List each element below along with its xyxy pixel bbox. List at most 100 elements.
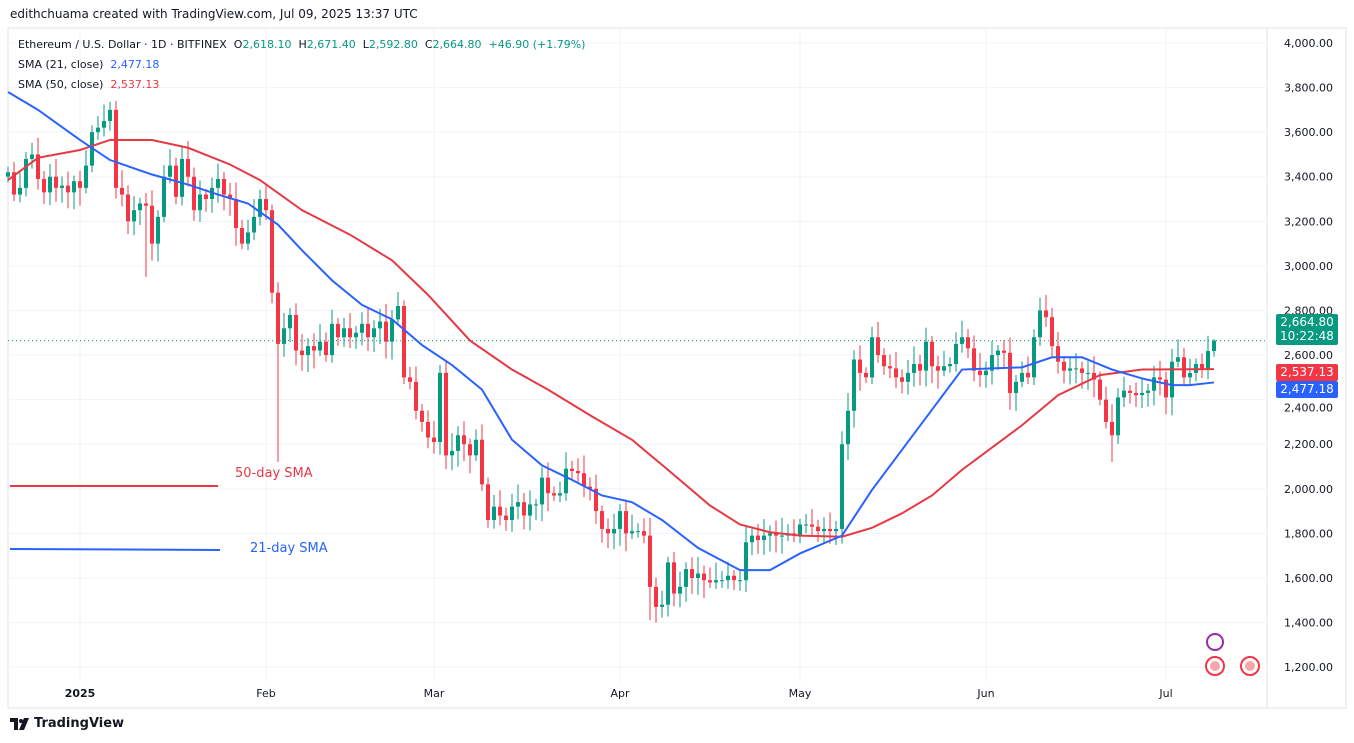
candle-body xyxy=(582,473,586,487)
candle xyxy=(774,520,778,553)
candle-body xyxy=(1182,357,1186,378)
candle xyxy=(546,462,550,512)
candle xyxy=(828,512,832,544)
sma21-price-tag: 2,477.18 xyxy=(1276,381,1338,398)
candle-body xyxy=(546,477,550,494)
candle-body xyxy=(102,121,106,128)
candle xyxy=(306,338,310,372)
candle-body xyxy=(918,363,922,371)
y-tick-label: 3,400.00 xyxy=(1284,171,1333,184)
candle-body xyxy=(606,528,610,534)
candle xyxy=(354,325,358,349)
candle-body xyxy=(540,477,544,505)
candle-body xyxy=(858,359,862,373)
candle xyxy=(138,197,142,226)
candle-body xyxy=(276,292,280,344)
candle-body xyxy=(738,580,742,582)
candle xyxy=(1128,385,1132,404)
candle xyxy=(534,498,538,521)
candle xyxy=(870,326,874,384)
candle-body xyxy=(762,535,766,541)
candle-body xyxy=(12,172,16,195)
candle xyxy=(366,307,370,352)
candle xyxy=(822,517,826,543)
candle xyxy=(384,303,388,359)
candle xyxy=(1176,339,1180,368)
candle xyxy=(960,320,964,353)
candle-body xyxy=(1146,390,1150,393)
candle-body xyxy=(1140,392,1144,396)
candle-body xyxy=(1062,361,1066,371)
candle-body xyxy=(462,435,466,445)
candle-body xyxy=(180,158,184,197)
candle-body xyxy=(684,569,688,587)
candle-body xyxy=(822,528,826,532)
candle-body xyxy=(480,439,484,485)
candle xyxy=(108,101,112,131)
x-tick-label: May xyxy=(789,687,812,700)
tradingview-logo[interactable]: TradingView xyxy=(10,716,124,731)
candle xyxy=(12,161,16,202)
candle-body xyxy=(66,185,70,193)
candle xyxy=(504,507,508,531)
candle-body xyxy=(666,562,670,605)
candle xyxy=(1098,371,1102,406)
symbol-row[interactable]: Ethereum / U.S. Dollar · 1D · BITFINEX O… xyxy=(18,35,585,55)
x-tick-label: Mar xyxy=(424,687,445,700)
candle xyxy=(768,525,772,552)
candle-body xyxy=(714,580,718,583)
candle-body xyxy=(1038,310,1042,338)
candle-body xyxy=(1170,361,1174,398)
candle-body xyxy=(1176,357,1180,362)
candle xyxy=(252,199,256,241)
candle xyxy=(792,519,796,543)
candle xyxy=(972,335,976,382)
candle xyxy=(1104,386,1108,429)
candle-body xyxy=(774,533,778,536)
candle-body xyxy=(618,511,622,529)
candle xyxy=(1188,358,1192,385)
candle-body xyxy=(840,444,844,529)
candle xyxy=(1140,377,1144,408)
candle xyxy=(348,313,352,348)
candle-body xyxy=(528,504,532,516)
candle-body xyxy=(348,328,352,338)
candle-body xyxy=(936,366,940,371)
candle xyxy=(630,514,634,539)
candle xyxy=(1062,356,1066,384)
candle xyxy=(666,556,670,617)
sma21-annotation-line xyxy=(9,548,221,551)
candle xyxy=(444,360,448,470)
candle xyxy=(798,518,802,544)
candle-body xyxy=(1134,392,1138,396)
candle-body xyxy=(798,524,802,536)
sma50-row[interactable]: SMA (50, close) 2,537.13 xyxy=(18,75,585,95)
sma50-label: SMA (50, close) xyxy=(18,78,104,91)
candle-body xyxy=(414,381,418,411)
candle-body xyxy=(318,341,322,351)
candle-body xyxy=(816,526,820,532)
last-price-tag: 2,664.80 10:22:48 xyxy=(1276,314,1338,345)
candle xyxy=(918,354,922,386)
candle-body xyxy=(522,502,526,516)
candle xyxy=(1122,376,1126,408)
candle-body xyxy=(642,531,646,536)
y-tick-label: 1,600.00 xyxy=(1284,572,1333,585)
sma21-row[interactable]: SMA (21, close) 2,477.18 xyxy=(18,55,585,75)
candle xyxy=(1014,375,1018,411)
candle xyxy=(594,474,598,524)
candle xyxy=(654,577,658,623)
candle-body xyxy=(846,410,850,445)
candle-body xyxy=(558,493,562,496)
candle xyxy=(864,367,868,383)
candle xyxy=(672,551,676,607)
candle-body xyxy=(114,109,118,188)
x-tick-label: Feb xyxy=(256,687,275,700)
candle xyxy=(360,312,364,346)
candle xyxy=(468,438,472,474)
candle-body xyxy=(420,410,424,422)
candle xyxy=(750,528,754,556)
candle-body xyxy=(882,355,886,367)
candle-body xyxy=(426,421,430,438)
